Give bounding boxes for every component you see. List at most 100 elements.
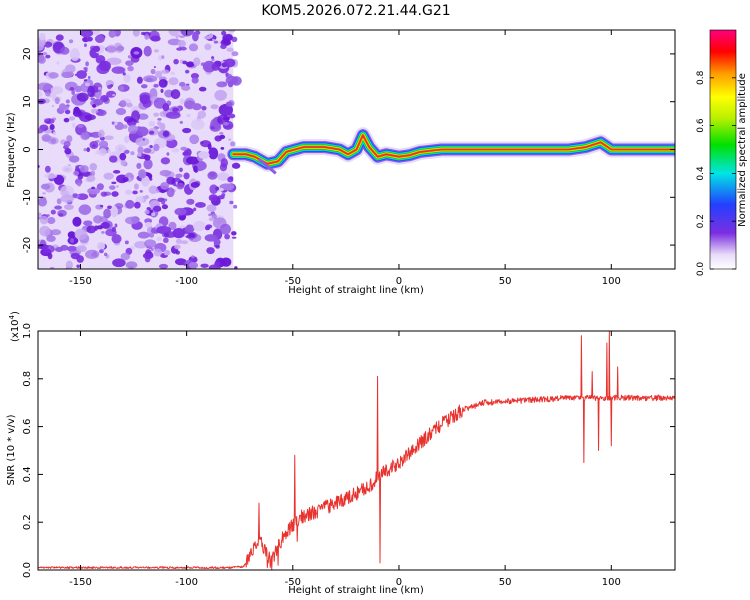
noise-speckle-blob <box>46 214 50 217</box>
noise-speckle-blob <box>125 199 135 209</box>
noise-speckle-blob <box>215 244 220 249</box>
noise-speckle-blob <box>175 250 181 255</box>
noise-speckle-blob <box>173 58 179 65</box>
noise-speckle-blob <box>231 36 238 43</box>
spectrogram-y-tick-label: 20 <box>22 48 33 61</box>
noise-speckle-blob <box>153 248 163 257</box>
noise-speckle-blob <box>159 169 172 177</box>
spectrogram-x-tick-label: -100 <box>175 276 198 287</box>
noise-speckle-blob <box>92 45 101 52</box>
noise-speckle-blob <box>112 258 126 268</box>
noise-speckle-blob <box>208 194 219 202</box>
noise-speckle-blob <box>87 85 95 98</box>
noise-speckle-blob <box>83 79 88 82</box>
noise-speckle-blob <box>86 225 96 234</box>
colorbar: 0.0 0.2 0.4 0.6 0.8 Normalized spectral ampl… <box>696 29 748 276</box>
noise-speckle-blob <box>168 221 177 231</box>
noise-speckle-blob <box>165 138 178 149</box>
noise-speckle-blob <box>142 138 145 141</box>
noise-speckle-blob <box>122 177 129 182</box>
noise-speckle-blob <box>38 55 43 61</box>
noise-speckle-blob <box>153 143 160 152</box>
noise-speckle-blob <box>158 263 169 269</box>
colorbar-tick-label: 0.4 <box>696 166 706 181</box>
noise-speckle-blob <box>112 94 116 97</box>
noise-speckle-blob <box>179 98 185 105</box>
noise-speckle-blob <box>108 30 116 38</box>
noise-speckle-blob <box>171 148 180 153</box>
noise-speckle-blob <box>138 169 147 179</box>
noise-speckle-blob <box>189 134 200 145</box>
noise-speckle-blob <box>184 97 196 110</box>
noise-speckle-blob <box>100 221 110 229</box>
noise-speckle-blob <box>134 201 141 209</box>
noise-speckle-blob <box>70 252 80 260</box>
snr-series-line <box>38 331 675 570</box>
noise-speckle-blob <box>148 185 158 194</box>
noise-speckle-blob <box>125 60 134 67</box>
noise-speckle-blob <box>98 148 107 157</box>
noise-speckle-blob <box>107 205 113 210</box>
colorbar-frame <box>709 29 737 270</box>
noise-speckle-blob <box>38 90 43 98</box>
noise-speckle-blob <box>216 81 228 88</box>
noise-speckle-blob <box>111 234 122 244</box>
noise-speckle-blob <box>137 152 142 157</box>
noise-speckle-blob <box>136 162 142 170</box>
noise-speckle-blob <box>119 152 127 161</box>
noise-speckle-blob <box>125 189 132 195</box>
noise-speckle-blob <box>175 238 183 244</box>
noise-speckle-blob <box>144 239 157 249</box>
noise-speckle-blob <box>76 245 87 253</box>
noise-speckle-blob <box>172 107 179 112</box>
noise-speckle-blob <box>211 56 215 60</box>
noise-speckle-blob <box>99 60 111 72</box>
noise-speckle-blob <box>86 175 96 182</box>
noise-speckle-blob <box>180 240 189 245</box>
noise-speckle-blob <box>89 141 99 150</box>
snr-y-tick-label: 0.8 <box>22 371 33 387</box>
spectrogram-x-ticks: -150 -100 -50 0 50 100 <box>69 30 621 287</box>
noise-speckle-blob <box>143 45 152 57</box>
noise-speckle-blob <box>175 258 187 266</box>
noise-speckle-blob <box>136 76 143 84</box>
snr-y-tick-label: 0.2 <box>22 514 33 530</box>
noise-speckle-blob <box>219 223 232 235</box>
noise-speckle-blob <box>97 87 102 90</box>
snr-y-tick-label: 1.0 <box>22 323 33 339</box>
noise-speckle-blob <box>38 128 44 134</box>
noise-speckle-blob <box>72 109 83 117</box>
noise-speckle-blob <box>160 88 164 93</box>
noise-speckle-blob <box>50 138 57 144</box>
noise-speckle-blob <box>190 237 194 241</box>
noise-speckle-blob <box>72 170 80 176</box>
spectrogram-x-tick-label: 100 <box>602 276 621 287</box>
noise-speckle-blob <box>144 209 150 215</box>
noise-speckle-blob <box>160 69 170 74</box>
noise-speckle-blob <box>208 217 215 222</box>
spectrogram-x-tick-label: -150 <box>69 276 92 287</box>
noise-speckle-blob <box>153 83 159 88</box>
noise-speckle-blob <box>114 223 118 228</box>
colorbar-tick-label: 0.8 <box>696 70 706 85</box>
noise-speckle-blob <box>63 141 71 147</box>
noise-speckle-blob <box>110 205 118 218</box>
noise-speckle-blob <box>80 132 90 141</box>
noise-speckle-blob <box>227 176 234 183</box>
noise-speckle-blob <box>231 236 237 239</box>
noise-speckle-blob <box>79 165 89 173</box>
noise-speckle-blob <box>175 173 183 178</box>
noise-speckle-blob <box>204 234 218 242</box>
noise-speckle-blob <box>219 134 226 140</box>
noise-speckle-blob <box>220 158 228 168</box>
noise-speckle-blob <box>206 204 217 212</box>
noise-speckle-blob <box>200 140 212 148</box>
snr-scale-label: (x104) <box>8 311 21 342</box>
noise-speckle-blob <box>58 213 64 217</box>
noise-speckle-blob <box>210 104 219 110</box>
snr-x-tick-label: 100 <box>602 577 621 588</box>
noise-speckle-blob <box>64 148 72 155</box>
noise-speckle-blob <box>63 105 69 110</box>
